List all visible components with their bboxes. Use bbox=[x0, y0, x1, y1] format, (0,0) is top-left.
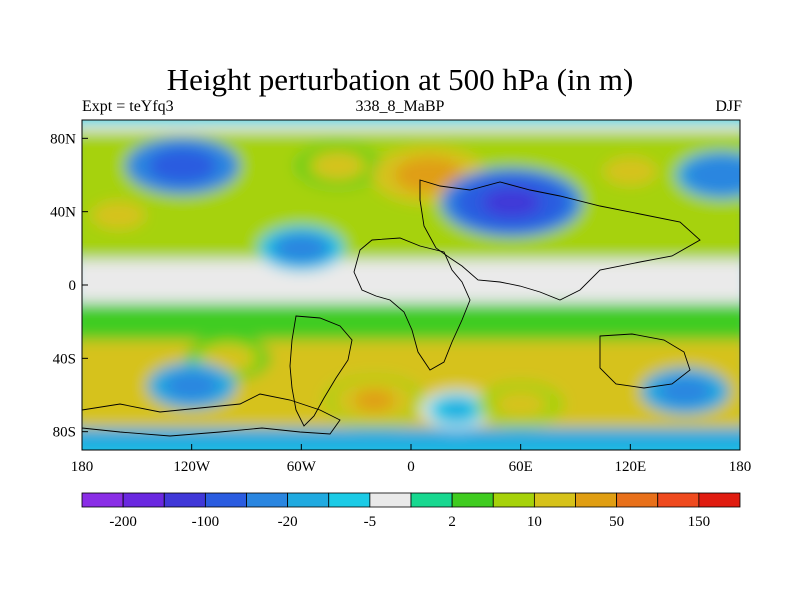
colorbar-swatch bbox=[246, 492, 289, 508]
colorbar-swatch bbox=[451, 492, 494, 508]
high-anomaly bbox=[585, 147, 675, 195]
y-tick-label: 0 bbox=[69, 278, 77, 294]
coastline-south-america bbox=[289, 315, 353, 427]
x-axis: 180 120W 60W 0 60E 120E 180 bbox=[71, 444, 752, 475]
x-tick-label: 180 bbox=[729, 459, 752, 475]
colorbar: -200 -100 -20 -5 2 10 50 150 bbox=[81, 492, 741, 530]
low-anomaly bbox=[258, 225, 345, 272]
contour-level bbox=[329, 161, 347, 171]
contour-level bbox=[292, 243, 310, 253]
contour-level bbox=[621, 166, 640, 177]
contour-level bbox=[171, 160, 194, 172]
colorbar-label: 50 bbox=[609, 514, 624, 530]
high-anomaly bbox=[324, 374, 425, 427]
colorbar-label: 10 bbox=[527, 514, 542, 530]
colorbar-swatch bbox=[410, 492, 453, 508]
y-tick-label: 80N bbox=[50, 131, 76, 147]
coastline-antarctica bbox=[82, 393, 341, 437]
y-axis: 80N 40N 0 40S 80S bbox=[50, 131, 88, 441]
plot-title: Height perturbation at 500 hPa (in m) bbox=[166, 62, 634, 97]
contour-level bbox=[417, 169, 441, 181]
low-anomaly bbox=[675, 151, 740, 199]
coastline-eurasia bbox=[419, 179, 701, 301]
colorbar-swatch bbox=[122, 492, 165, 508]
colorbar-label: -100 bbox=[192, 514, 220, 530]
colorbar-swatch bbox=[533, 492, 576, 508]
high-anomaly bbox=[477, 381, 564, 427]
high-anomaly bbox=[82, 191, 164, 239]
x-tick-label: 180 bbox=[71, 459, 94, 475]
season-label: DJF bbox=[715, 98, 742, 115]
run-label: 338_8_MaBP bbox=[355, 98, 445, 115]
x-tick-label: 120W bbox=[173, 459, 211, 475]
x-tick-label: 60E bbox=[509, 459, 533, 475]
colorbar-swatch bbox=[328, 492, 371, 508]
contour-level bbox=[364, 395, 385, 406]
y-tick-label: 80S bbox=[53, 425, 76, 441]
low-anomaly bbox=[147, 362, 237, 410]
colorbar-swatch bbox=[492, 492, 535, 508]
colorbar-label: 2 bbox=[448, 514, 456, 530]
x-tick-label: 0 bbox=[407, 459, 415, 475]
coastlines bbox=[82, 179, 701, 437]
low-anomaly bbox=[640, 367, 730, 415]
field-band bbox=[82, 303, 740, 340]
coastline-australia bbox=[599, 333, 691, 389]
contour-level bbox=[512, 399, 530, 409]
high-anomaly bbox=[296, 143, 380, 189]
contour-level bbox=[497, 195, 526, 210]
colorbar-swatch bbox=[163, 492, 206, 508]
low-anomaly bbox=[125, 137, 240, 195]
field-band bbox=[82, 428, 740, 450]
field-band bbox=[82, 120, 740, 131]
colorbar-swatch bbox=[698, 492, 741, 508]
contour-level bbox=[109, 210, 128, 221]
x-tick-label: 60W bbox=[287, 459, 317, 475]
colorbar-label: 150 bbox=[688, 514, 711, 530]
height-field bbox=[82, 120, 740, 450]
colorbar-swatch bbox=[287, 492, 330, 508]
low-anomaly bbox=[420, 389, 493, 430]
contour-level bbox=[712, 170, 731, 180]
colorbar-label: -200 bbox=[109, 514, 137, 530]
colorbar-swatch bbox=[575, 492, 618, 508]
y-tick-label: 40S bbox=[53, 351, 76, 367]
x-tick-label: 120E bbox=[614, 459, 646, 475]
contour-level bbox=[676, 386, 695, 397]
y-tick-label: 40N bbox=[50, 205, 76, 221]
contour-level bbox=[182, 381, 201, 391]
colorbar-label: -5 bbox=[364, 514, 377, 530]
colorbar-swatch bbox=[81, 492, 124, 508]
colorbar-label: -20 bbox=[278, 514, 298, 530]
colorbar-swatch bbox=[204, 492, 247, 508]
low-anomaly bbox=[440, 167, 583, 238]
colorbar-swatch bbox=[657, 492, 700, 508]
colorbar-swatch bbox=[616, 492, 659, 508]
colorbar-swatch bbox=[369, 492, 412, 508]
contour-level bbox=[219, 353, 237, 363]
field-band bbox=[82, 259, 740, 304]
contour-level bbox=[449, 405, 464, 414]
experiment-label: Expt = teYfq3 bbox=[82, 98, 174, 115]
